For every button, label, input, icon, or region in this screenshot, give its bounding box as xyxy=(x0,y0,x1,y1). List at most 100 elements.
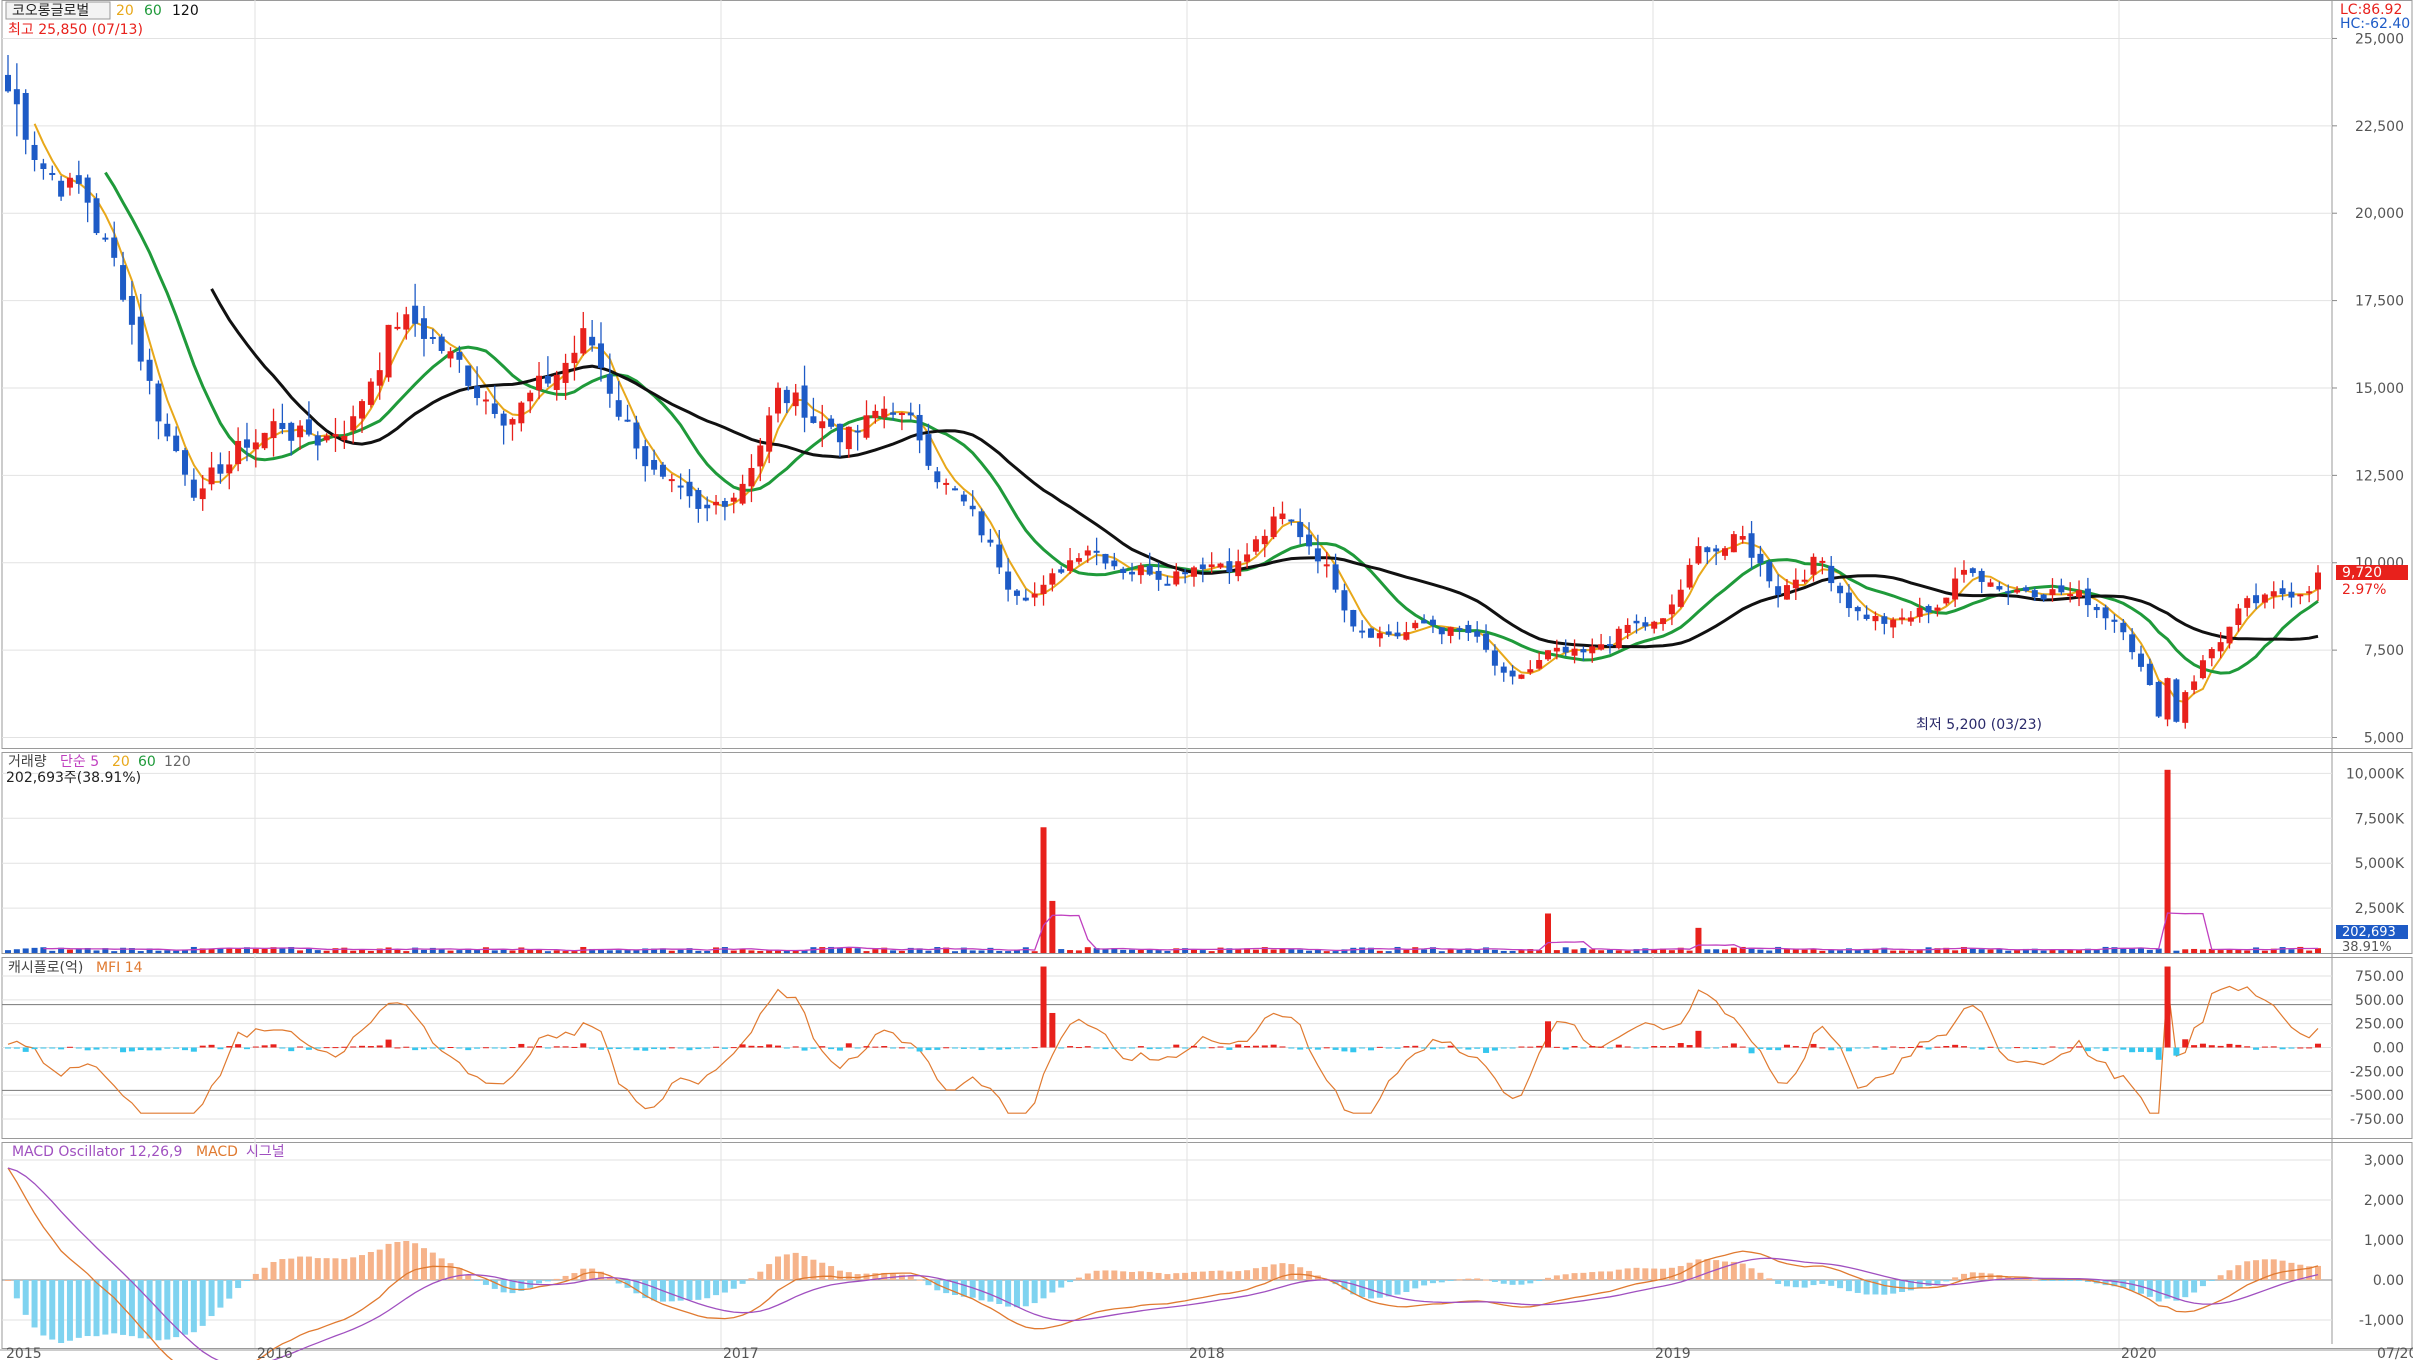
cashflow-bar xyxy=(1925,1047,1932,1050)
cashflow-bar xyxy=(58,1047,65,1050)
cashflow-bar xyxy=(474,1047,481,1049)
volume-bar xyxy=(1943,947,1950,953)
macd-oscillator-bar xyxy=(1359,1280,1366,1297)
volume-bar xyxy=(261,948,268,953)
cashflow-bar xyxy=(1190,1045,1197,1048)
macd-oscillator-bar xyxy=(1589,1272,1596,1280)
candle-body xyxy=(31,144,38,160)
cashflow-bar xyxy=(2208,1045,2215,1048)
macd-oscillator-bar xyxy=(1093,1270,1100,1280)
candle-body xyxy=(1040,584,1047,594)
macd-oscillator-bar xyxy=(1421,1280,1428,1286)
cashflow-bar xyxy=(465,1047,472,1051)
volume-bar xyxy=(1102,949,1109,953)
cashflow-bar xyxy=(1208,1047,1215,1049)
macd-oscillator-bar xyxy=(190,1280,197,1333)
candle-body xyxy=(1960,569,1967,575)
volume-bar xyxy=(394,949,401,953)
candle-body xyxy=(1766,561,1773,582)
macd-oscillator-bar xyxy=(1456,1279,1463,1281)
volume-last-box xyxy=(2336,925,2408,939)
cashflow-bar xyxy=(190,1047,197,1052)
cashflow-bar xyxy=(1527,1046,1534,1048)
candle-body xyxy=(1465,624,1472,633)
cashflow-bar xyxy=(1146,1047,1153,1050)
volume-bar xyxy=(1580,948,1587,953)
candle-body xyxy=(536,375,543,391)
candle-body xyxy=(2315,572,2321,590)
macd-oscillator-bar xyxy=(2226,1270,2233,1280)
cashflow-bar xyxy=(208,1044,215,1048)
cashflow-bar xyxy=(102,1047,109,1049)
cashflow-bar xyxy=(1633,1047,1640,1049)
cash-tick-label: -250.00 xyxy=(2350,1064,2404,1080)
cashflow-bar xyxy=(182,1047,189,1051)
volume-bar xyxy=(1491,949,1498,953)
candle-body xyxy=(2005,591,2012,594)
candle-body xyxy=(659,464,666,477)
cashflow-bar xyxy=(270,1044,277,1048)
volume-bar xyxy=(544,951,551,953)
candle-body xyxy=(553,374,560,390)
cashflow-bar xyxy=(2226,1043,2233,1048)
candle-body xyxy=(2191,681,2198,690)
cashflow-bar xyxy=(1323,1047,1330,1049)
macd-oscillator-bar xyxy=(881,1272,888,1280)
volume-bar xyxy=(1261,947,1268,953)
price-tick-label: 22,500 xyxy=(2355,119,2404,135)
candle-body xyxy=(1775,586,1782,596)
price-tick-label: 7,500 xyxy=(2364,643,2404,659)
volume-bar xyxy=(1137,949,1144,953)
macd-oscillator-bar xyxy=(1783,1280,1790,1287)
cashflow-bar xyxy=(226,1046,233,1048)
volume-bar xyxy=(1916,949,1923,953)
price-tick-label: 12,500 xyxy=(2355,468,2404,484)
candle-body xyxy=(854,430,861,433)
candle-body xyxy=(93,198,100,234)
candle-body xyxy=(1854,607,1861,612)
macd-oscillator-bar xyxy=(1244,1270,1251,1280)
volume-bar xyxy=(2067,949,2074,953)
macd-oscillator-bar xyxy=(1376,1280,1383,1298)
macd-oscillator-bar xyxy=(58,1280,65,1343)
candle-body xyxy=(2253,595,2260,604)
cashflow-bar xyxy=(40,1047,47,1049)
candle-body xyxy=(1332,564,1339,590)
volume-bar xyxy=(996,950,1003,953)
volume-bar xyxy=(730,950,737,953)
cashflow-bar xyxy=(589,1047,596,1049)
macd-oscillator-bar xyxy=(482,1280,489,1285)
candle-body xyxy=(943,482,950,485)
candle-body xyxy=(1819,560,1826,563)
volume-bar xyxy=(1111,948,1118,953)
macd-oscillator-bar xyxy=(1704,1259,1711,1280)
cashflow-bar xyxy=(1890,1046,1897,1048)
macd-oscillator-bar xyxy=(1288,1264,1295,1280)
cashflow-bar xyxy=(677,1047,684,1049)
candle-body xyxy=(1589,646,1596,654)
macd-oscillator-bar xyxy=(359,1255,366,1280)
macd-oscillator-bar xyxy=(1730,1261,1737,1280)
macd-oscillator-bar xyxy=(916,1279,923,1281)
volume-bar xyxy=(1359,947,1366,953)
candle-body xyxy=(22,93,29,140)
volume-bar xyxy=(978,950,985,953)
volume-bar xyxy=(1987,949,1994,953)
candle-body xyxy=(1907,617,1914,622)
cashflow-bar xyxy=(872,1046,879,1048)
x-axis-label: 2015 xyxy=(6,1346,42,1360)
macd-oscillator-bar xyxy=(1013,1280,1020,1308)
macd-oscillator-bar xyxy=(571,1273,578,1280)
cashflow-bar xyxy=(597,1047,604,1050)
volume-bar xyxy=(1722,949,1729,953)
candle-body xyxy=(2111,619,2118,622)
volume-bar xyxy=(2297,946,2304,953)
volume-bar xyxy=(1323,951,1330,953)
volume-bar xyxy=(84,947,91,953)
macd-oscillator-bar xyxy=(801,1256,808,1280)
cashflow-bar xyxy=(217,1047,224,1050)
cashflow-bar xyxy=(2315,1043,2321,1048)
cashflow-bar xyxy=(111,1047,118,1049)
volume-bar xyxy=(1129,949,1136,953)
candle-body xyxy=(1686,564,1693,588)
